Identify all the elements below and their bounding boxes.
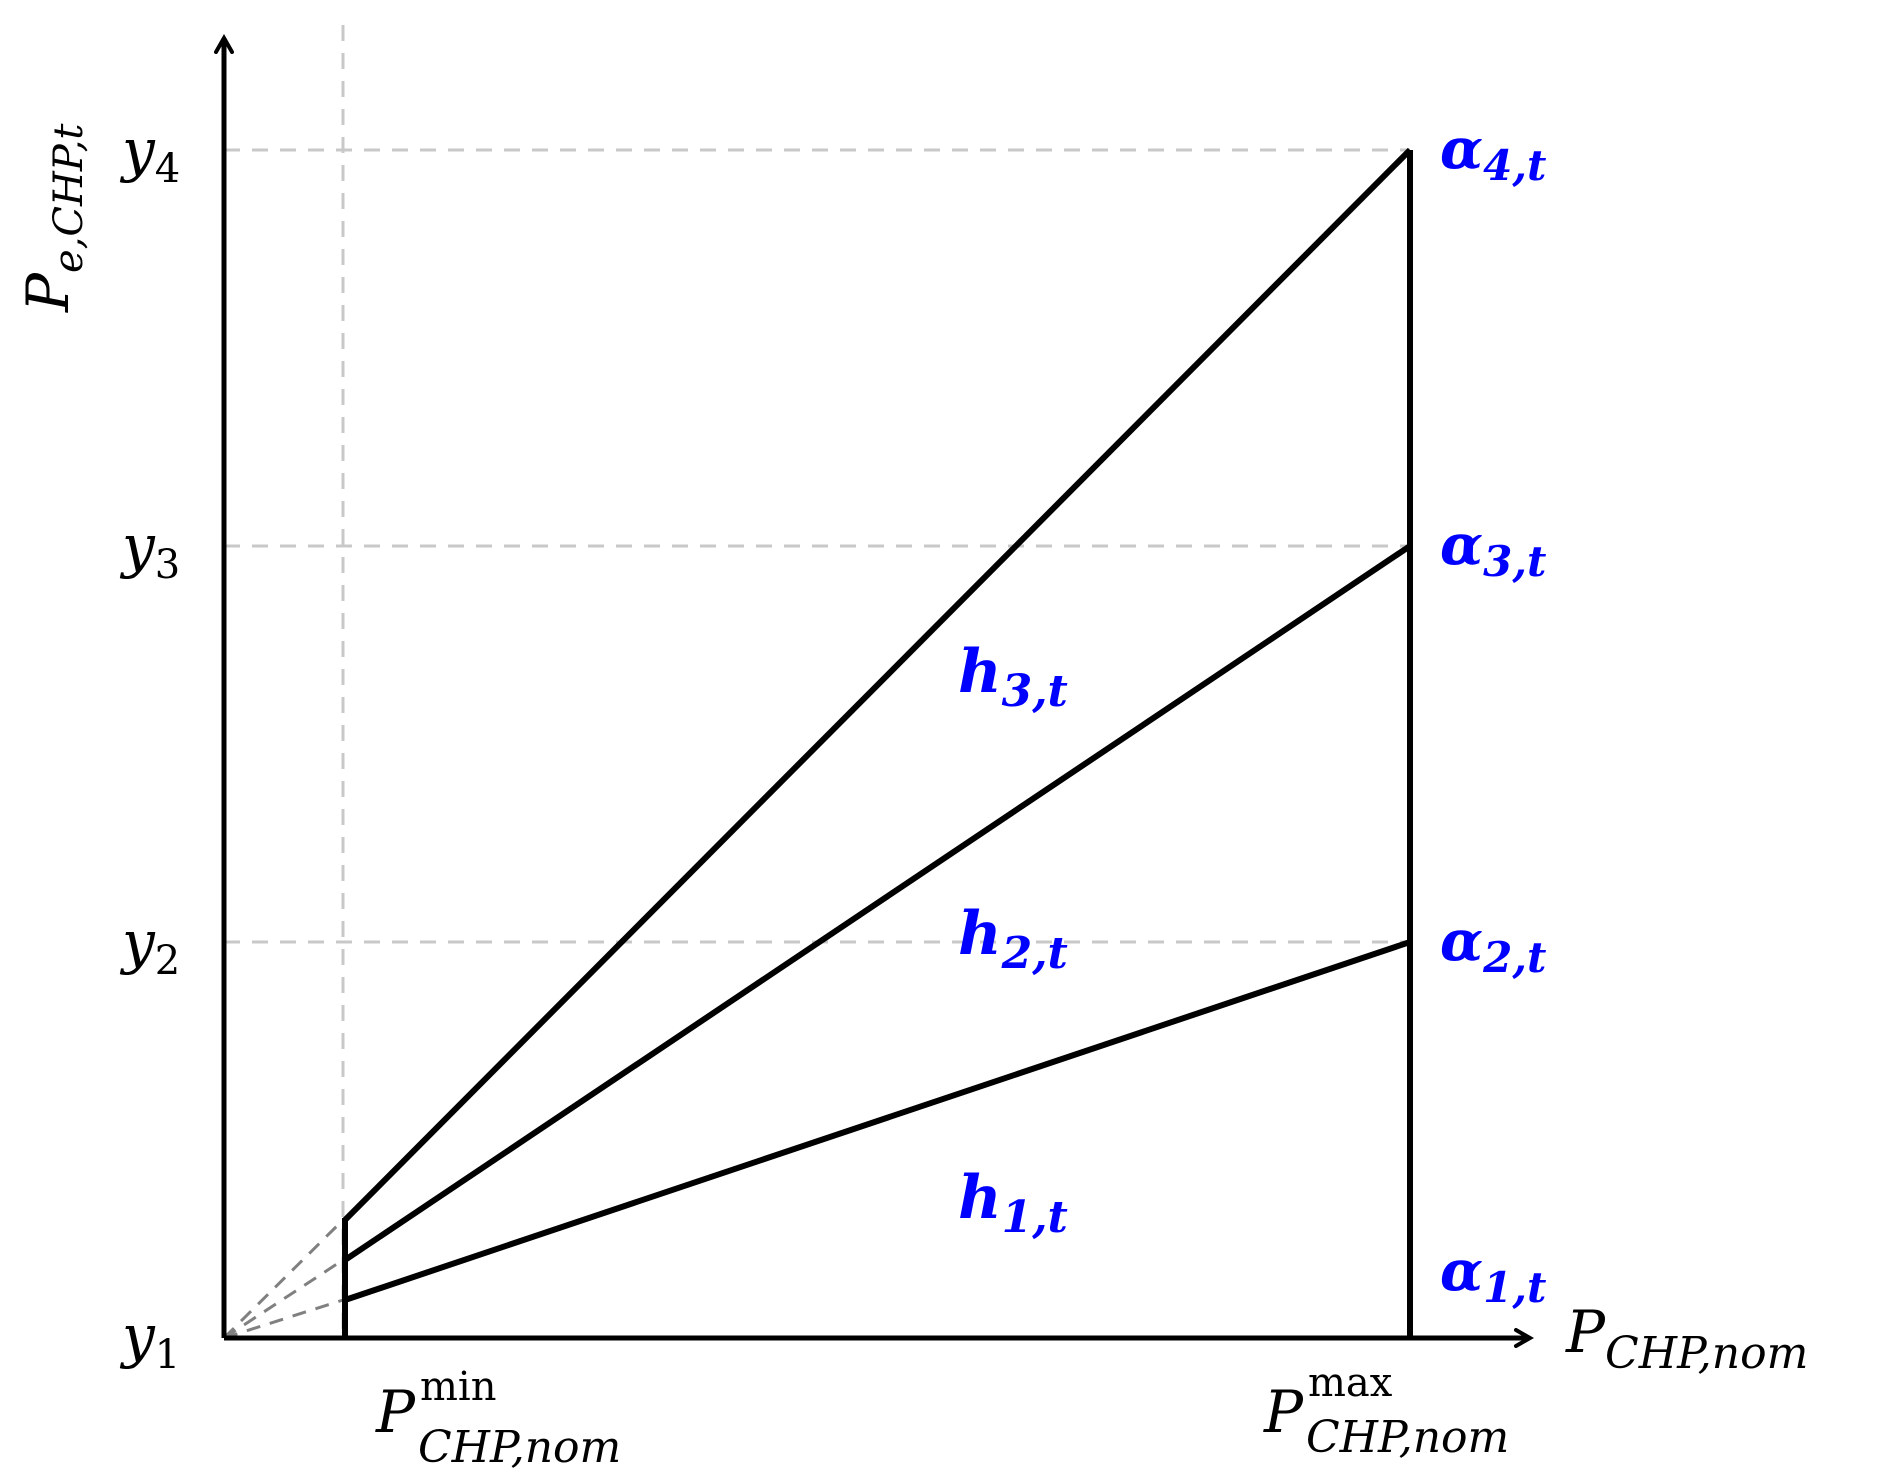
extension-line-2 [223,1258,344,1340]
h-2-label: h2,t [958,899,1068,979]
alpha-3-label: α3,t [1440,512,1546,586]
h-3-label: h3,t [958,637,1068,717]
pmin-sup: min [420,1364,496,1410]
x-axis-label: PCHP,nom [1565,1298,1808,1379]
tick-y2: y2 [119,908,180,984]
pmax-sup: max [1308,1360,1393,1406]
extension-line-3 [222,1218,345,1340]
pmin-label: P [375,1378,416,1446]
gridlines [224,25,1410,1334]
h-1-label: h1,t [958,1163,1068,1243]
pmin-sub: CHP,nom [418,1422,621,1473]
line-alpha-4 [342,147,1413,1223]
tick-y4: y4 [119,116,180,192]
pmax-sub: CHP,nom [1306,1412,1509,1463]
alpha-2-label: α2,t [1440,908,1546,982]
y-axis-label: Pe,CHP,t [14,123,92,313]
alpha-4-label: α4,t [1440,116,1546,190]
line-alpha-2 [344,939,1411,1303]
axes [224,40,1528,1338]
tick-y3: y3 [119,512,180,588]
pmax-label: P [1263,1378,1304,1446]
extension-line-1 [223,1298,344,1340]
line-alpha-3 [343,543,1412,1263]
tick-y1: y1 [119,1302,180,1378]
operating-lines [342,147,1413,1338]
alpha-1-label: α1,t [1440,1238,1546,1312]
origin-extensions [222,1218,345,1340]
